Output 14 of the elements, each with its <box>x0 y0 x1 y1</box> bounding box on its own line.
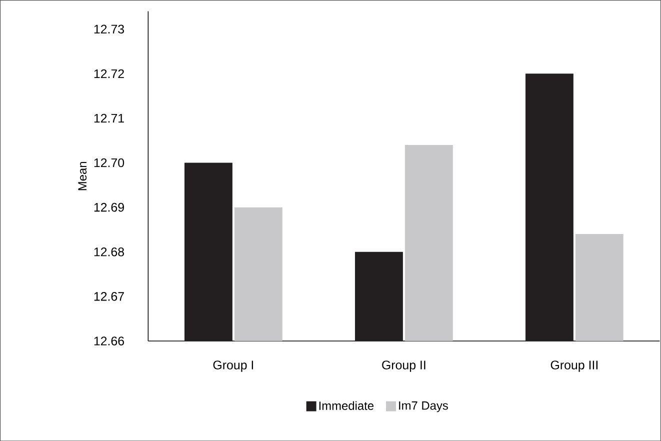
y-tick-label: 12.69 <box>94 202 124 212</box>
y-axis-title: Mean <box>78 162 87 190</box>
x-tick-label: Group II <box>382 360 426 372</box>
y-tick-label: 12.68 <box>94 247 124 256</box>
y-tick-label: 12.70 <box>94 158 124 168</box>
x-tick-label: Group III <box>550 360 598 372</box>
y-tick-label: 12.73 <box>94 24 124 34</box>
x-tick-label: Group I <box>213 360 254 372</box>
y-tick-label: 12.72 <box>94 69 124 78</box>
y-tick-label: 12.66 <box>94 336 124 346</box>
legend-label: Immediate <box>319 401 374 410</box>
legend-label: Im7 Days <box>399 401 448 412</box>
y-tick-label: 12.71 <box>94 114 124 122</box>
y-tick-label: 12.67 <box>94 292 124 301</box>
